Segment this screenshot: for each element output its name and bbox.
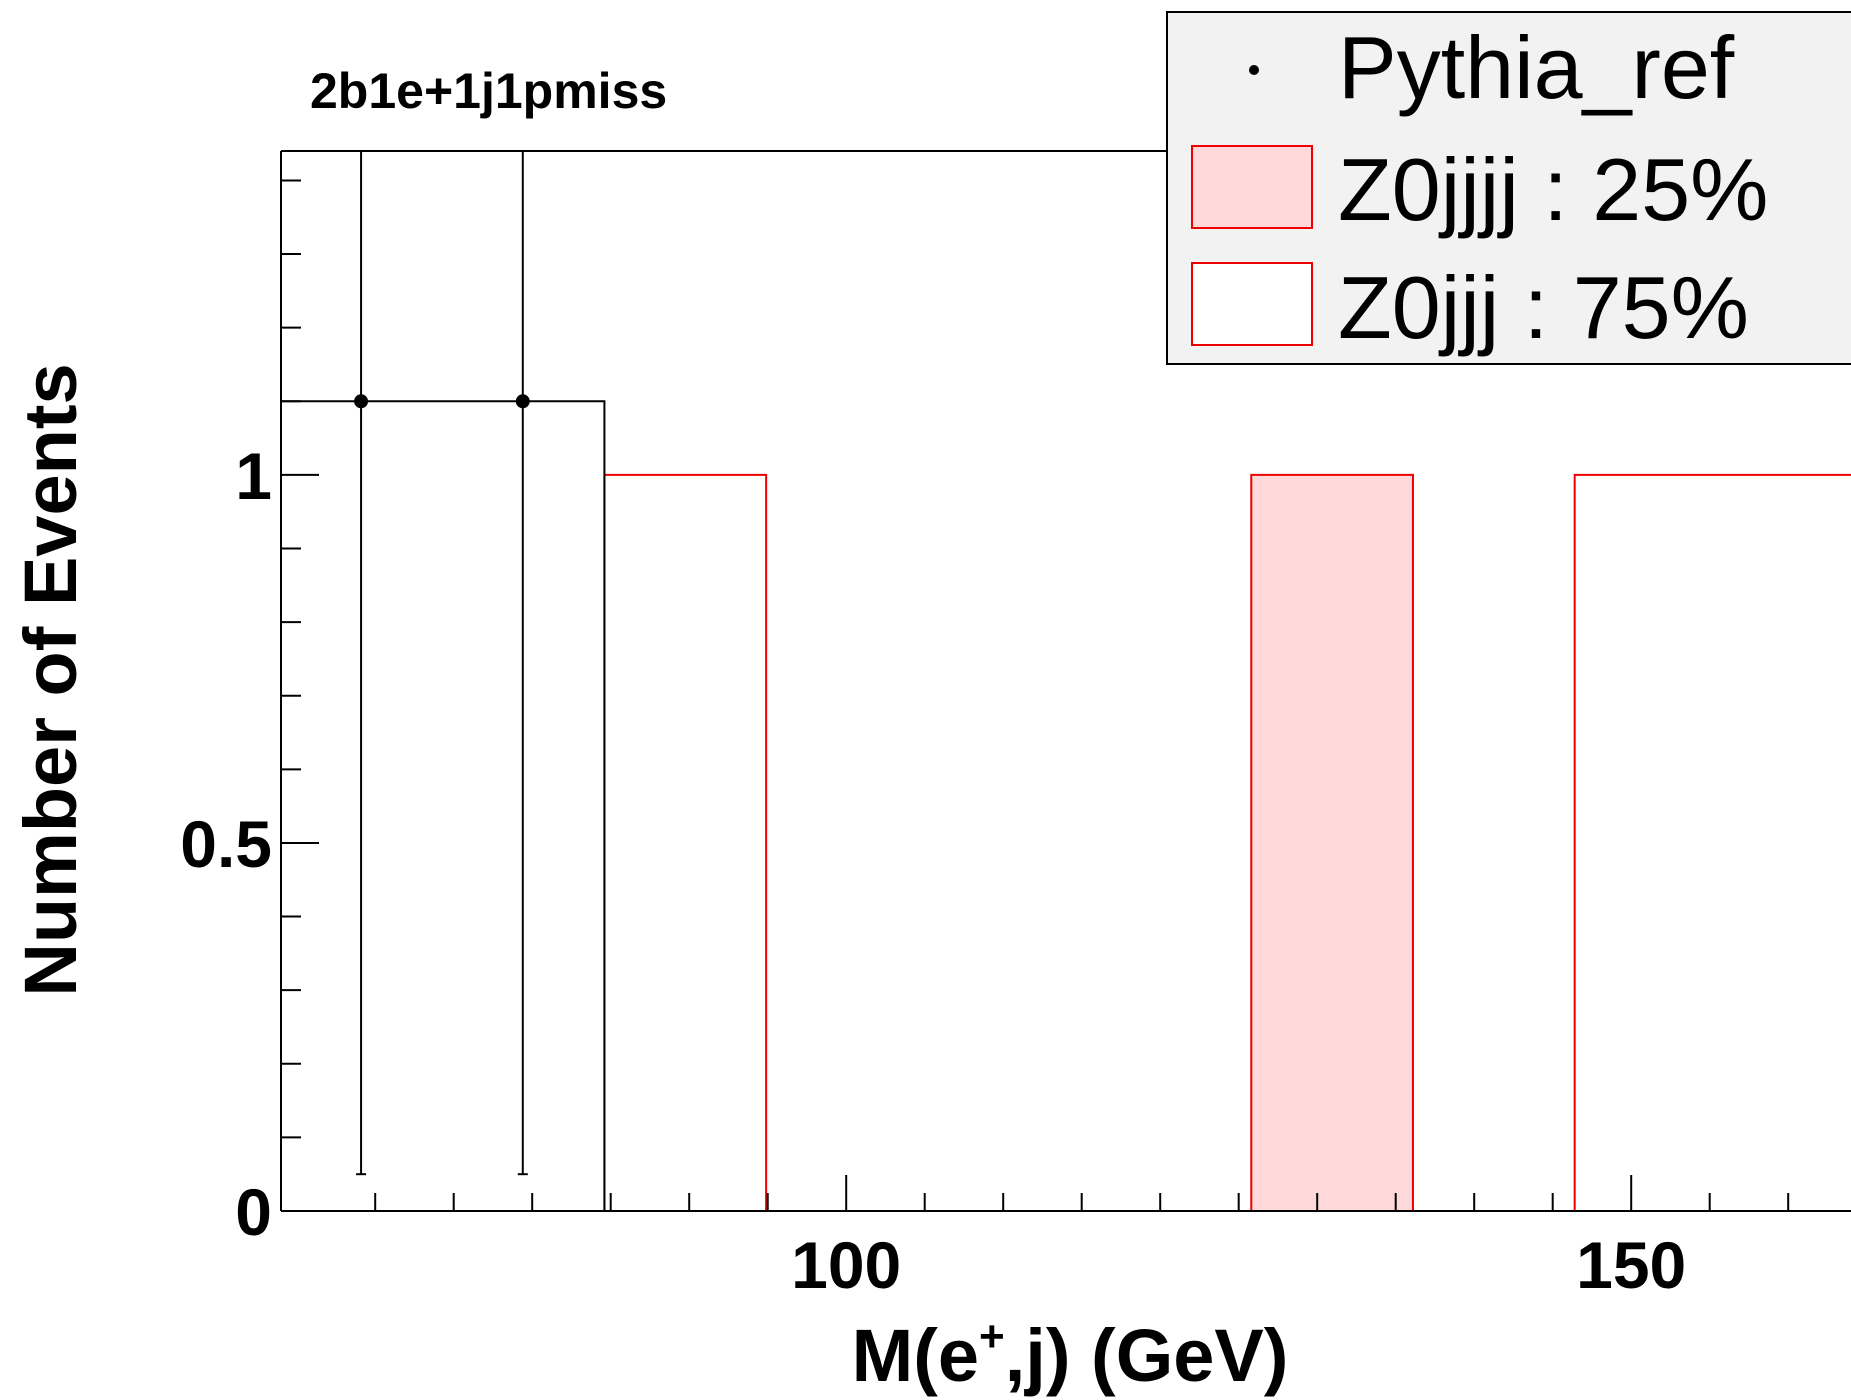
hist-bar-outline [1573,473,1851,1211]
data-points-layer [354,151,530,1176]
y-axis-ticks: 00.51 [180,179,319,1249]
data-point [515,394,530,409]
legend-swatch-z0jjjj [1191,145,1313,229]
data-envelope-outline [281,400,606,1211]
legend-marker-pythia-ref [1249,65,1259,75]
x-axis-ticks: 100 150 [374,1175,1790,1302]
data-envelope-layer [281,400,606,1211]
legend-label-z0jjjj: Z0jjjj : 25% [1338,140,1768,239]
x-axis-label: M(e+,j) (GeV) [852,1312,1289,1397]
chart-title: 2b1e+1j1pmiss [310,63,667,119]
legend-label-pythia-ref: Pythia_ref [1338,18,1735,117]
legend: Pythia_ref Z0jjjj : 25% Z0jjj : 75% [1166,11,1851,365]
hist-bar-fill [604,474,767,1211]
x-tick-label: 100 [791,1228,901,1302]
hist-bar-outline [1250,473,1414,1211]
legend-swatch-z0jjj [1191,262,1313,346]
hist-bar-fill [1574,474,1851,1211]
data-point [354,394,369,409]
y-tick-label: 0 [235,1175,272,1249]
y-tick-label: 1 [235,439,272,513]
legend-label-z0jjj: Z0jjj : 75% [1338,258,1749,357]
y-tick-label: 0.5 [180,807,272,881]
y-axis-label: Number of Events [9,363,92,996]
hist-bar-fill [1251,474,1413,1211]
x-tick-label: 150 [1576,1228,1686,1302]
histogram-layer [603,473,1851,1211]
